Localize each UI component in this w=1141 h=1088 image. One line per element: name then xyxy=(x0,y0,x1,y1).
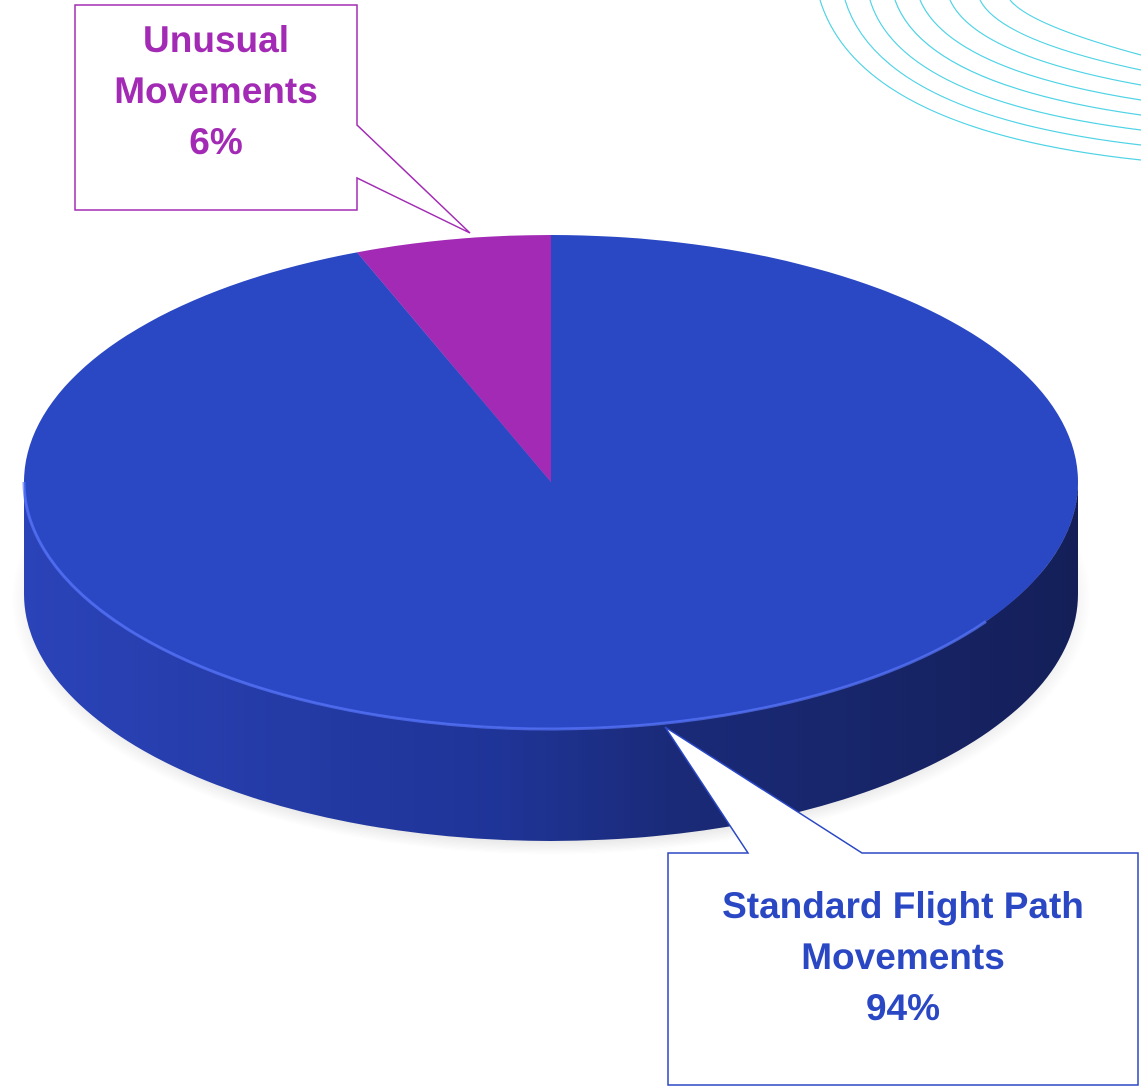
pie xyxy=(22,235,1078,841)
decoration xyxy=(819,0,1141,161)
data-label: Standard Flight Path Movements 94% xyxy=(668,880,1138,1033)
label-value: 94% xyxy=(865,987,941,1029)
pie-slice xyxy=(356,235,551,482)
label-value: 6% xyxy=(189,121,243,163)
rim-highlight xyxy=(22,481,987,731)
pie-slice-side xyxy=(24,482,1078,841)
data-label: Unusual Movements 6% xyxy=(75,14,357,167)
pie-slice xyxy=(23,235,1078,729)
label-category: Standard Flight Path Movements xyxy=(722,885,1084,978)
label-category: Unusual Movements xyxy=(114,19,318,112)
callout-box xyxy=(664,726,1139,1086)
callout-box xyxy=(74,4,471,234)
